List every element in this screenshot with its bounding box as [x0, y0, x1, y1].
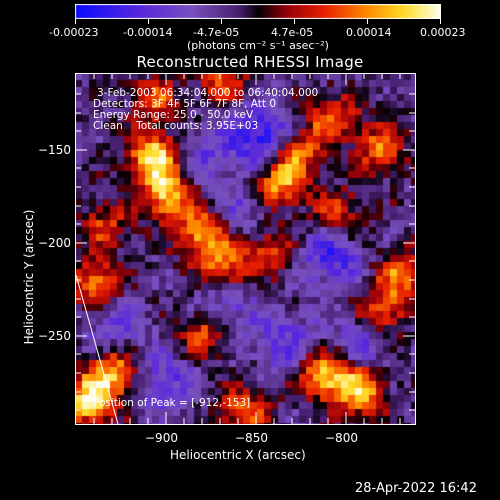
info-line-counts: Clean Total counts: 3.95E+03	[93, 120, 259, 132]
info-line-energy: Energy Range: 25.0 - 50.0 keV	[93, 109, 254, 121]
colorbar-tick	[367, 19, 368, 24]
peak-position-label: Position of Peak = [-912,-153]	[93, 397, 251, 409]
colorbar-tick	[294, 19, 295, 24]
x-axis-label: Heliocentric X (arcsec)	[170, 448, 306, 462]
colorbar	[75, 4, 441, 19]
y-axis-label: Heliocentric Y (arcsec)	[22, 209, 36, 345]
colorbar-tick	[148, 19, 149, 24]
colorbar-tick-label: -0.00014	[123, 26, 173, 39]
y-tick-label: −150	[38, 143, 71, 157]
colorbar-tick-label: 0.00023	[420, 26, 466, 39]
colorbar-tick-label: 4.7e-05	[271, 26, 314, 39]
x-tick-label: −800	[325, 431, 358, 445]
colorbar-tick	[221, 19, 222, 24]
timestamp: 28-Apr-2022 16:42	[355, 481, 477, 496]
colorbar-tick-label: -0.00023	[49, 26, 99, 39]
plot-title: Reconstructed RHESSI Image	[136, 53, 364, 71]
colorbar-tick-label: 0.00014	[346, 26, 392, 39]
colorbar-tick-label: -4.7e-05	[193, 26, 240, 39]
y-tick-label: −200	[38, 236, 71, 250]
colorbar-unit-label: (photons cm⁻² s⁻¹ asec⁻²)	[187, 39, 329, 52]
colorbar-tick	[75, 19, 76, 24]
x-tick-label: −900	[145, 431, 178, 445]
colorbar-tick	[440, 19, 441, 24]
x-tick-label: −850	[235, 431, 268, 445]
info-line-detectors: Detectors: 3F 4F 5F 6F 7F 8F, Att 0	[93, 98, 277, 110]
y-tick-label: −250	[38, 329, 71, 343]
info-line-time: 3-Feb-2003 06:34:04.000 to 06:40:04.000	[97, 87, 319, 99]
